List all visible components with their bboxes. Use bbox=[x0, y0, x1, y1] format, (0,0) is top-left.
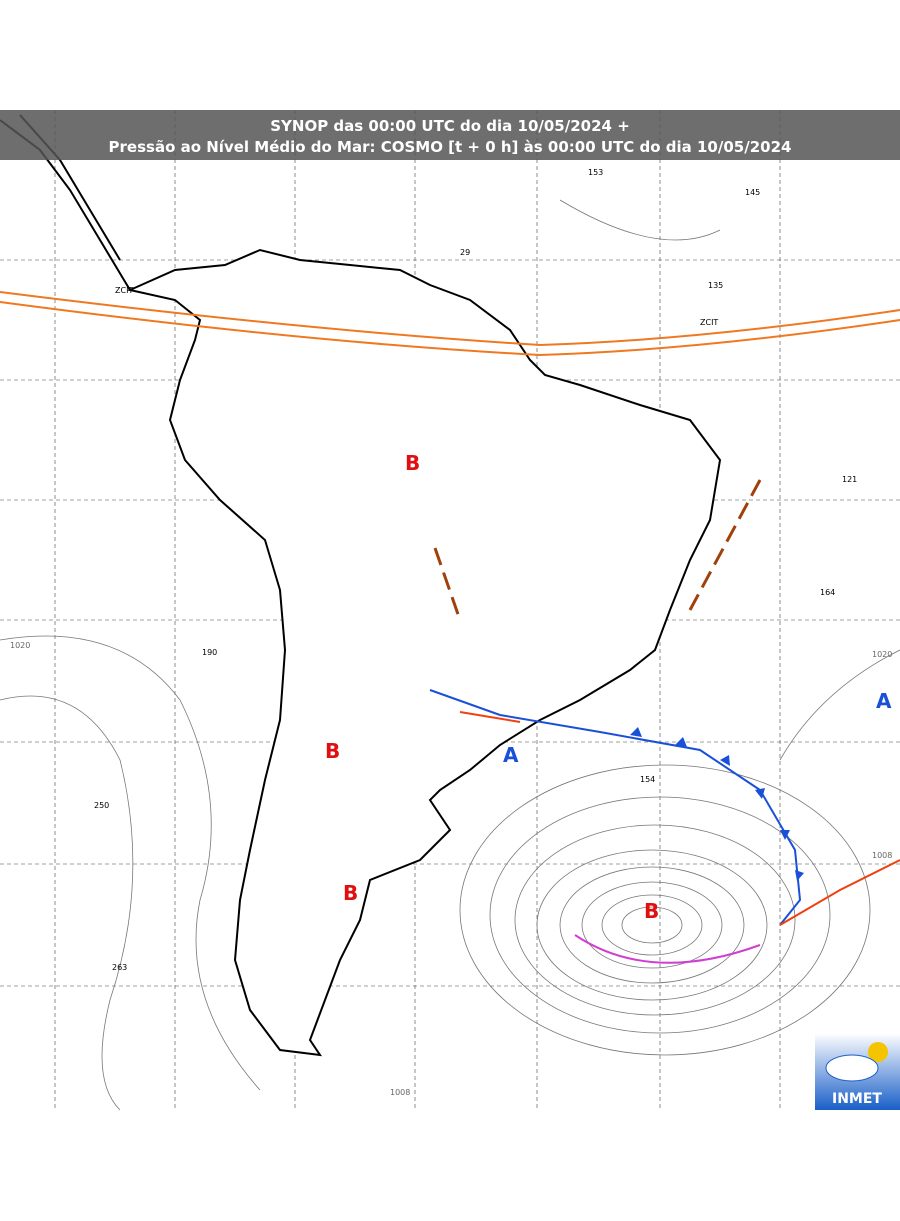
station-label: 145 bbox=[745, 188, 760, 197]
title-bar bbox=[0, 110, 900, 160]
itcz-label: ZCIT bbox=[700, 318, 718, 327]
station-label: 153 bbox=[588, 168, 603, 177]
isobar-labels: 1020 1020 1008 1008 bbox=[10, 641, 892, 1097]
station-label: 135 bbox=[708, 281, 723, 290]
occluded-front bbox=[574, 934, 761, 964]
station-label: 164 bbox=[820, 588, 835, 597]
isobar-label: 1020 bbox=[10, 641, 30, 650]
station-label: 154 bbox=[640, 775, 655, 784]
isobar-label: 1020 bbox=[872, 650, 892, 659]
logo: INMET bbox=[815, 1033, 900, 1110]
low-center: B bbox=[325, 739, 340, 763]
low-center: B bbox=[343, 881, 358, 905]
itcz-label: ZCIT bbox=[115, 286, 133, 295]
title-line: SYNOP das 00:00 UTC do dia 10/05/2024 + bbox=[270, 117, 630, 135]
trough bbox=[433, 479, 762, 621]
continent bbox=[126, 248, 722, 1057]
warm-front bbox=[459, 711, 900, 926]
title-line: Pressão ao Nível Médio do Mar: COSMO [t … bbox=[109, 138, 792, 156]
station-label: 190 bbox=[202, 648, 217, 657]
low-center: B bbox=[405, 451, 420, 475]
isobar-label: 1008 bbox=[872, 851, 892, 860]
low-center: B bbox=[644, 899, 659, 923]
pressure-centers: B B B B A A bbox=[325, 451, 892, 923]
cold-front bbox=[429, 689, 802, 926]
station-label: 250 bbox=[94, 801, 109, 810]
station-label: 263 bbox=[112, 963, 127, 972]
stations: 153 145 29 135 121 164 190 250 154 263 bbox=[94, 168, 857, 972]
isobar-label: 1008 bbox=[390, 1088, 410, 1097]
itcz bbox=[0, 291, 900, 357]
isobars bbox=[0, 199, 900, 1111]
logo-text: INMET bbox=[832, 1091, 882, 1107]
station-label: 29 bbox=[460, 248, 470, 257]
cold-front-teeth bbox=[630, 727, 804, 881]
high-center: A bbox=[876, 689, 892, 713]
station-label: 121 bbox=[842, 475, 857, 484]
high-center: A bbox=[503, 743, 519, 767]
